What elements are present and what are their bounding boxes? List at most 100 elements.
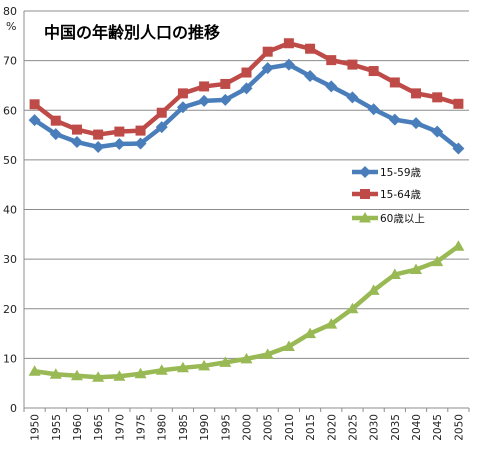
data-point — [389, 77, 400, 88]
data-point — [346, 91, 359, 104]
x-tick-label: 1960 — [72, 414, 84, 441]
data-point — [367, 103, 380, 116]
data-point — [113, 137, 126, 150]
x-tick-label: 2010 — [284, 414, 296, 441]
data-point — [305, 43, 316, 54]
data-point — [304, 70, 317, 83]
data-point — [431, 125, 444, 138]
x-tick-label: 1955 — [51, 414, 63, 441]
data-point — [282, 340, 295, 351]
data-point — [453, 98, 464, 109]
data-point — [325, 318, 338, 329]
data-point — [261, 62, 274, 75]
gridlines — [24, 10, 469, 359]
data-point — [410, 263, 423, 275]
data-point — [49, 368, 62, 379]
data-point — [29, 99, 40, 110]
data-point — [92, 371, 105, 382]
data-point — [367, 284, 380, 295]
data-point — [219, 93, 232, 106]
data-point — [241, 67, 252, 78]
data-point — [388, 113, 401, 126]
legend-label: 15-59歳 — [380, 167, 422, 179]
data-point — [411, 88, 422, 99]
x-tick-label: 1975 — [136, 414, 148, 441]
data-point — [28, 365, 41, 376]
legend-swatch-marker — [359, 166, 371, 178]
x-tick-label: 2015 — [305, 414, 317, 441]
data-point — [347, 59, 358, 70]
legend-item: 15-59歳 — [352, 166, 422, 179]
legend-item: 15-64歳 — [352, 189, 422, 201]
x-tick-label: 2030 — [369, 414, 381, 441]
data-point — [92, 140, 105, 153]
x-tick-label: 2025 — [347, 414, 359, 441]
x-tick-label: 2050 — [453, 414, 465, 441]
legend-item: 60歳以上 — [352, 212, 425, 225]
data-point — [134, 367, 147, 379]
data-point — [114, 126, 125, 137]
data-point — [283, 38, 294, 49]
data-point — [28, 114, 41, 127]
x-tick-label: 2000 — [242, 414, 254, 441]
x-tick-label: 1965 — [93, 414, 105, 441]
data-point — [198, 94, 211, 107]
x-tick-label: 1950 — [30, 414, 42, 441]
data-point — [388, 268, 401, 280]
y-tick-label: 70 — [3, 55, 17, 68]
x-tick-label: 1970 — [114, 414, 126, 441]
data-point — [432, 92, 443, 103]
x-tick-label: 2045 — [432, 414, 444, 441]
y-tick-label: 80 — [3, 5, 17, 18]
x-tick-label: 2035 — [390, 414, 402, 441]
data-point — [155, 364, 168, 375]
legend-label: 15-64歳 — [380, 189, 422, 201]
data-point — [49, 128, 62, 141]
x-tick-label: 1995 — [220, 414, 232, 441]
y-tick-label: 10 — [3, 352, 17, 365]
data-point — [156, 107, 167, 118]
data-point — [176, 361, 189, 373]
data-point — [262, 46, 273, 57]
data-point — [50, 115, 61, 126]
data-point — [282, 58, 295, 71]
x-tick-label: 2005 — [263, 414, 275, 441]
y-tick-label: 20 — [3, 303, 17, 316]
data-point — [326, 55, 337, 66]
legend: 15-59歳 15-64歳 60歳以上 — [352, 166, 425, 225]
data-point — [199, 81, 210, 92]
y-tick-label: 50 — [3, 154, 17, 167]
data-point — [304, 327, 317, 339]
data-point — [240, 352, 253, 364]
chart-title: 中国の年齢別人口の推移 — [44, 23, 220, 42]
data-point — [135, 125, 146, 136]
data-point — [134, 137, 147, 150]
data-point — [452, 240, 465, 251]
data-point — [220, 78, 231, 89]
x-tick-label: 1985 — [178, 414, 190, 441]
data-point — [325, 80, 338, 93]
data-point — [70, 136, 83, 149]
y-tick-label: 0 — [10, 402, 17, 415]
legend-swatch-marker — [360, 189, 370, 199]
data-point — [346, 302, 359, 314]
data-point — [431, 255, 444, 267]
legend-label: 60歳以上 — [380, 213, 425, 225]
data-point — [368, 66, 379, 77]
data-point — [261, 348, 274, 359]
data-point — [240, 82, 253, 95]
x-tick-label: 2020 — [326, 414, 338, 441]
data-point — [113, 370, 126, 381]
series-2 — [28, 240, 465, 382]
data-point — [71, 124, 82, 135]
y-tick-label: 30 — [3, 253, 17, 266]
legend-swatch-marker — [359, 212, 371, 223]
data-point — [176, 101, 189, 114]
y-tick-label: 40 — [3, 204, 17, 217]
data-point — [93, 129, 104, 140]
series-1 — [29, 38, 464, 140]
x-tick-label: 2040 — [411, 414, 423, 441]
